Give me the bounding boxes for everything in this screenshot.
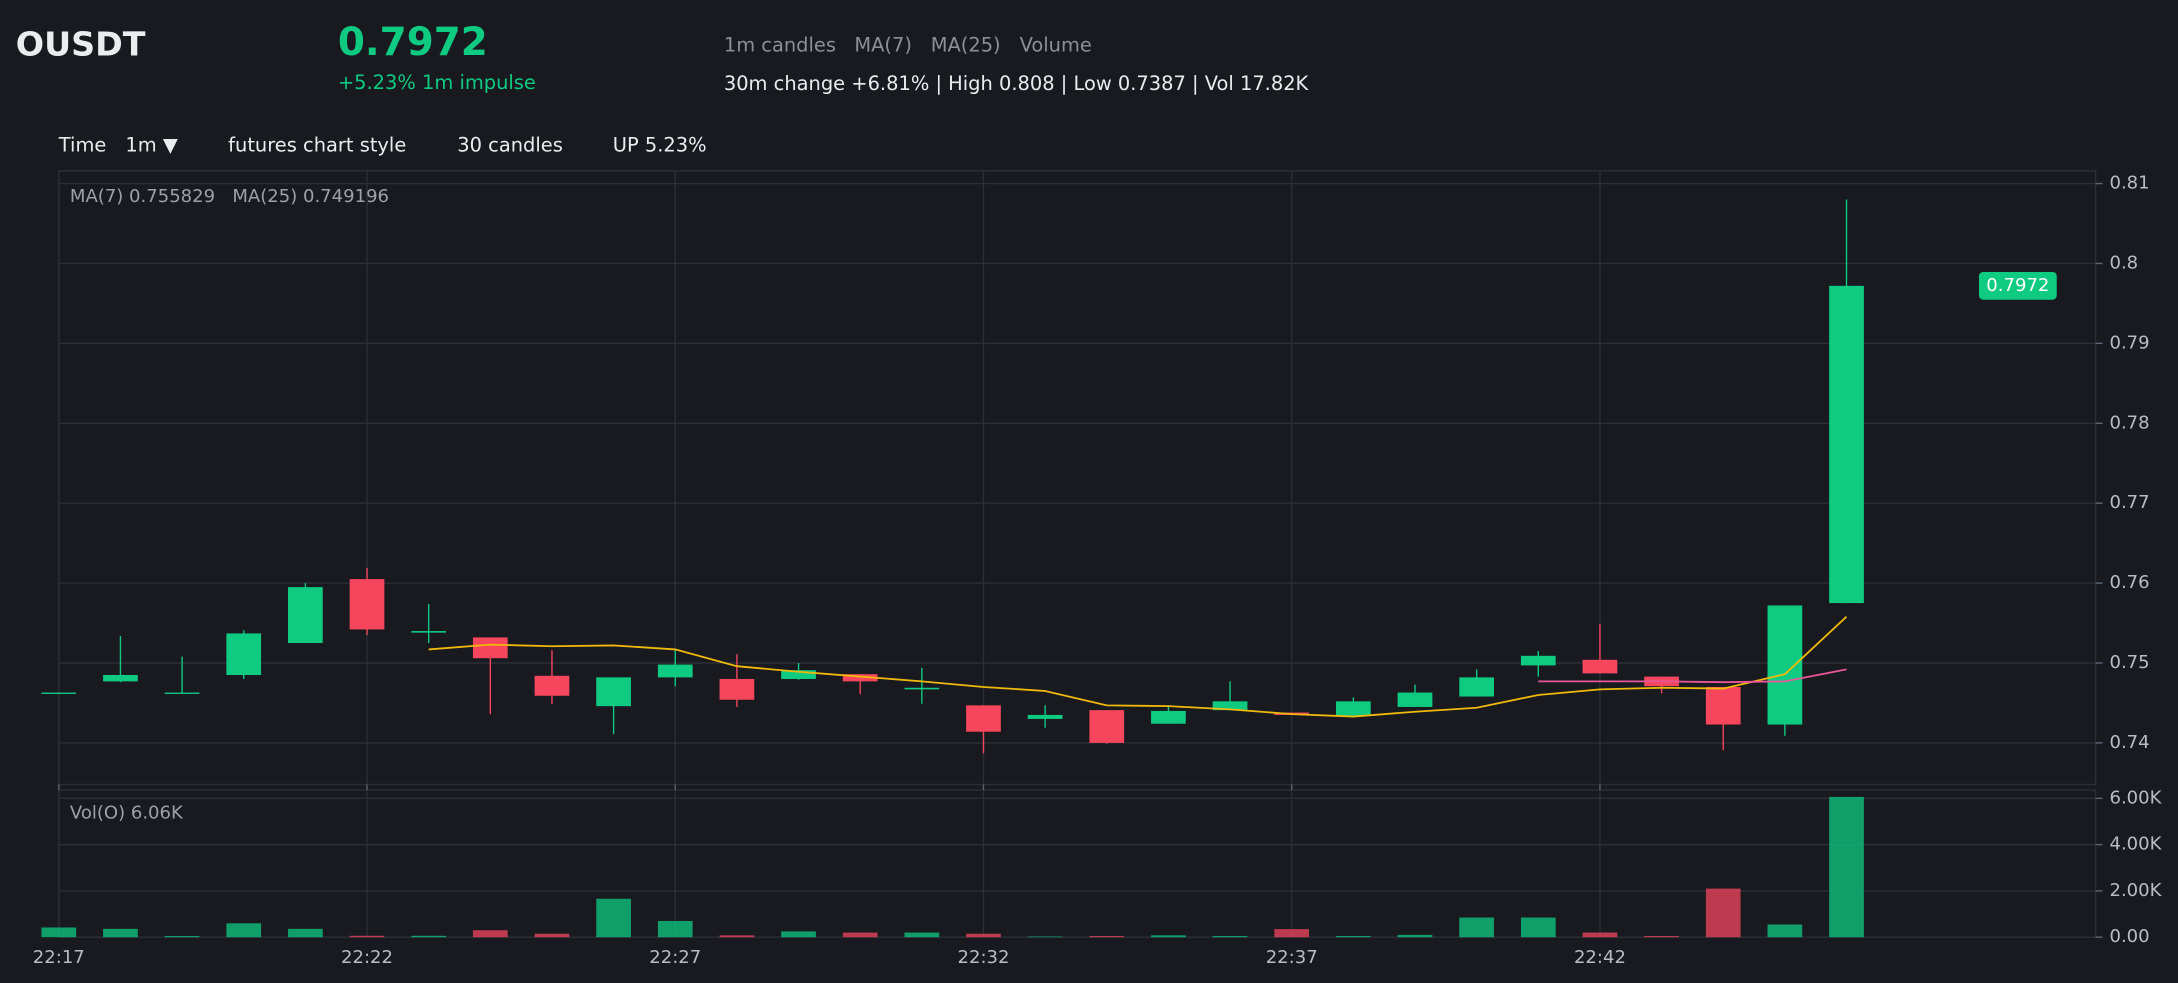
candle-body (1397, 692, 1433, 707)
candle-body (596, 677, 631, 707)
volume-bar (1520, 917, 1556, 938)
candle-body (1582, 659, 1618, 674)
volume-bar (1705, 888, 1741, 938)
volume-bar (1089, 936, 1125, 938)
volume-bar (719, 935, 755, 938)
volume-bar (1459, 917, 1495, 938)
volume-bar (842, 932, 878, 938)
price-tag-bg (1978, 271, 2057, 300)
volume-bar (1582, 932, 1618, 938)
y-tick-label: 0.81 (2109, 173, 2149, 194)
candle-body (1089, 710, 1125, 743)
volume-bar (1274, 929, 1310, 938)
candle-body (1212, 701, 1248, 711)
y-tick-label: 4.00K (2109, 834, 2162, 855)
candle-body (472, 637, 508, 659)
candle-body (349, 579, 385, 630)
volume-bar (1027, 936, 1063, 938)
candle-body (657, 664, 693, 678)
y-tick-label: 0.00 (2109, 926, 2149, 947)
candle-body (1027, 714, 1063, 719)
y-tick-label: 0.79 (2109, 332, 2149, 353)
candle-body (288, 587, 323, 644)
candle-body (164, 692, 200, 694)
volume-bar (1212, 936, 1248, 938)
y-tick-label: 6.00K (2109, 787, 2162, 808)
x-tick-label: 22:22 (341, 947, 393, 968)
ma-label: MA(7) 0.755829 (70, 186, 215, 207)
volume-bar (966, 933, 1001, 938)
volume-bar (288, 928, 323, 938)
candle-body (842, 674, 878, 682)
y-tick-label: 0.77 (2109, 492, 2149, 513)
volume-bar (349, 935, 385, 938)
interval-select[interactable]: 1m ▼ (125, 133, 177, 156)
volume-bar (1644, 936, 1679, 938)
candle-body (226, 633, 262, 675)
ma-line (428, 615, 1848, 718)
y-tick-label: 0.76 (2109, 572, 2149, 593)
toolbar-label: Time (58, 133, 107, 156)
candle-body (966, 705, 1001, 732)
volume-bar (226, 923, 262, 938)
y-tick-label: 0.75 (2109, 652, 2149, 673)
volume-bar (1829, 796, 1864, 938)
y-tick-label: 0.78 (2109, 412, 2149, 433)
candle-body (1767, 605, 1803, 725)
x-tick-label: 22:37 (1266, 947, 1318, 968)
volume-bar (1397, 934, 1433, 938)
candle-body (904, 687, 940, 690)
style-label: futures chart style (228, 133, 406, 156)
candle-body (41, 692, 77, 694)
candle-body (103, 674, 138, 682)
x-tick-label: 22:32 (957, 947, 1009, 968)
volume-bar (41, 927, 77, 938)
legend-item: MA(25) (931, 33, 1001, 56)
volume-bar (534, 933, 570, 938)
stats: 30m change +6.81% | High 0.808 | Low 0.7… (724, 72, 1310, 95)
candle-body (1151, 710, 1186, 724)
x-tick-label: 22:27 (649, 947, 701, 968)
y-tick-label: 0.74 (2109, 732, 2149, 753)
candle-body (1335, 701, 1371, 716)
candle-body (719, 678, 755, 700)
price-tag: 0.7972 (1986, 275, 2049, 296)
candle-body (1829, 285, 1864, 604)
y-tick-label: 0.8 (2109, 252, 2138, 273)
impulse: +5.23% 1m impulse (338, 71, 536, 94)
y-tick-label: 2.00K (2109, 880, 2162, 901)
candle-body (1459, 677, 1495, 697)
volume-label: Vol(O) 6.06K (70, 803, 184, 824)
symbol: OUSDT (16, 24, 146, 63)
candle-body (781, 670, 816, 679)
volume-bar (1767, 924, 1803, 938)
candle-body (411, 631, 447, 633)
volume-bar (103, 928, 138, 938)
count-label: 30 candles (457, 133, 563, 156)
x-tick-label: 22:42 (1574, 947, 1626, 968)
volume-bar (781, 931, 816, 938)
volume-bar (596, 898, 631, 938)
volume-bar (1151, 935, 1186, 938)
volume-bar (1335, 936, 1371, 938)
direction-label: UP 5.23% (613, 133, 707, 156)
legend-item: 1m candles (724, 33, 836, 56)
ma-label: MA(25) 0.749196 (232, 186, 389, 207)
candle-body (534, 675, 570, 696)
volume-bar (164, 936, 200, 938)
candle-body (1705, 686, 1741, 725)
legend-item: MA(7) (854, 33, 912, 56)
last-price: 0.7972 (338, 20, 488, 65)
legend-item: Volume (1020, 33, 1092, 56)
x-tick-label: 22:17 (33, 947, 85, 968)
volume-bar (904, 932, 940, 938)
volume-bar (472, 930, 508, 938)
ma-line (1538, 668, 1847, 684)
volume-bar (657, 920, 693, 938)
volume-bar (411, 935, 447, 938)
candle-body (1520, 655, 1556, 666)
